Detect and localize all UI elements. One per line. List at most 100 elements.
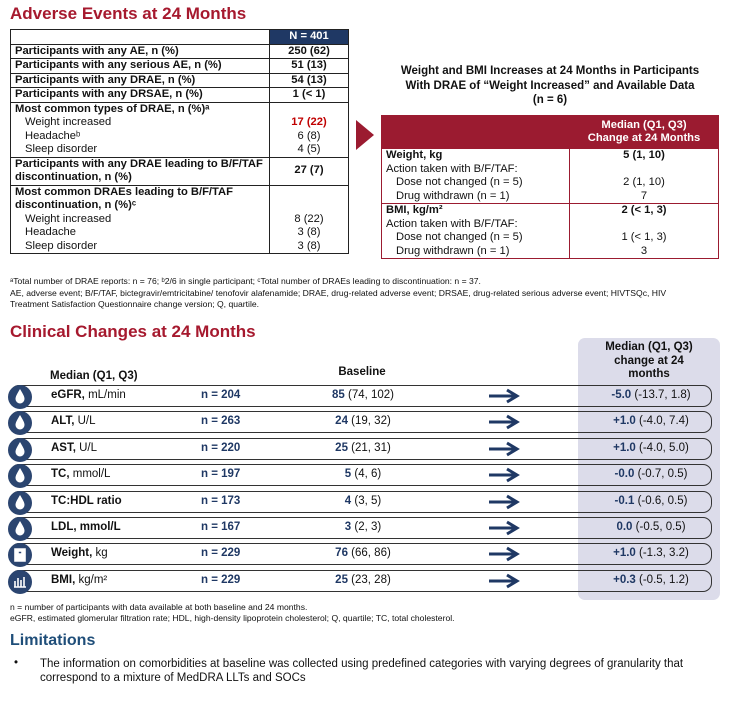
sub-label: Drug withdrawn (n = 1) (396, 189, 510, 202)
sub-value: 8 (22) (269, 212, 349, 226)
chevron-arrow (356, 120, 374, 150)
baseline-range: (21, 31) (351, 441, 391, 454)
change: -0.1 (-0.6, 0.5) (591, 495, 711, 507)
baseline: 24 (19, 32) (313, 415, 413, 427)
header-cell: Median (Q1, Q3) Change at 24 Months (569, 115, 719, 149)
row-name: TC:HDL ratio (51, 494, 122, 507)
row-n: n = 197 (201, 468, 241, 481)
sub-row: Sleep disorder 3 (8) (11, 239, 349, 254)
sub-value: 3 (8) (269, 226, 349, 240)
footnote: eGFR, estimated glomerular filtration ra… (10, 613, 455, 623)
row-n: n = 229 (201, 547, 241, 560)
sub-row: Headacheᵇ 6 (8) (11, 129, 349, 143)
arrow-shape (489, 467, 520, 483)
change-median: +1.0 (613, 415, 636, 428)
row-unit: mmol/L (72, 468, 111, 481)
row-value: 51 (13) (269, 58, 349, 73)
change-range: (-13.7, 1.8) (634, 389, 691, 401)
icon-glyph (15, 468, 25, 483)
column-header: Median (Q1, Q3) (50, 370, 138, 382)
row-unit: mL/min (88, 389, 126, 401)
arrow (489, 547, 520, 562)
row-value: 250 (62) (269, 43, 349, 59)
row-label: LDL, mmol/L (51, 521, 121, 533)
baseline: 3 (2, 3) (313, 521, 413, 533)
change-median: -0.0 (614, 468, 635, 481)
baseline-median: 25 (335, 573, 348, 586)
change-median: 0.0 (616, 521, 633, 533)
icon-glyph (15, 389, 25, 404)
icon (8, 385, 32, 409)
change-median: +1.0 (613, 441, 636, 454)
baseline-range: (3, 5) (354, 494, 382, 507)
change-median: -0.1 (614, 494, 635, 507)
change: +1.0 (-4.0, 5.0) (591, 442, 711, 454)
sub-value: 7 (569, 189, 719, 204)
row-label: Participants with any serious AE, n (%) (10, 58, 270, 73)
row-label: Participants with any DRSAE, n (%) (10, 87, 270, 102)
sub-label: Headache (25, 226, 77, 238)
baseline: 4 (3, 5) (313, 495, 413, 507)
icon (8, 411, 32, 436)
row: Participants with any serious AE, n (%) 5… (10, 58, 349, 73)
row-label: Most common DRAEs leading to B/F/TAF dis… (10, 184, 270, 213)
change: -0.0 (-0.7, 0.5) (591, 468, 711, 480)
change-range: (-1.3, 3.2) (639, 547, 689, 560)
change: 0.0 (-0.5, 0.5) (591, 521, 711, 533)
baseline: 25 (21, 31) (313, 442, 413, 454)
baseline-range: (4, 6) (354, 468, 382, 481)
row: Participants with any AE, n (%) 250 (62) (10, 43, 349, 59)
footnote: n = number of participants with data ava… (10, 602, 308, 612)
baseline-median: 5 (344, 468, 352, 481)
change-range: (-0.5, 0.5) (635, 521, 686, 533)
sub-value: 4 (5) (269, 143, 349, 157)
action-row: Action taken with B/F/TAF: (382, 217, 719, 231)
clinical-row: TC:HDL ratio n = 173 4 (3, 5) -0.1 (-0.6, 0… (10, 490, 712, 513)
sub-label: Weight increased (25, 116, 112, 128)
change-column-bg (578, 338, 720, 600)
row-label: Weight, kg (51, 547, 108, 559)
row-value (269, 184, 349, 213)
row-label: TC, mmol/L (51, 468, 110, 480)
sub-value: 2 (1, 10) (569, 176, 719, 190)
icon-bg (8, 569, 32, 594)
baseline-range: (2, 3) (354, 521, 382, 533)
row: Most common types of DRAE, n (%)ᵃ (10, 101, 349, 116)
arrow-shape (489, 441, 520, 457)
sub-label: Drug withdrawn (n = 1) (396, 244, 510, 257)
arrow-shape (489, 520, 520, 536)
icon (8, 464, 32, 489)
row-unit: kg (95, 547, 108, 560)
icon (8, 569, 32, 594)
baseline-range: (23, 28) (351, 573, 391, 586)
change-range: (-0.6, 0.5) (637, 494, 688, 507)
row-name: eGFR, (51, 389, 85, 401)
action-row: Action taken with B/F/TAF: (382, 162, 719, 176)
row-label: TC:HDL ratio (51, 495, 122, 507)
arrow (489, 388, 520, 404)
footnote: AE, adverse event; B/F/TAF, bictegravir/… (10, 288, 667, 309)
sub-row: Drug withdrawn (n = 1) 7 (382, 189, 719, 204)
row-label: ALT, U/L (51, 415, 96, 427)
baseline: 76 (66, 86) (313, 547, 413, 559)
action-label: Action taken with B/F/TAF: (386, 162, 518, 175)
change: +1.0 (-1.3, 3.2) (591, 547, 711, 559)
sub-label: Dose not changed (n = 5) (396, 231, 523, 243)
row-n: n = 204 (201, 389, 241, 401)
clinical-row: TC, mmol/L n = 197 5 (4, 6) -0.0 (-0.7, 0.5… (10, 464, 712, 487)
baseline: 85 (74, 102) (313, 389, 413, 401)
section-title: Adverse Events at 24 Months (10, 4, 247, 23)
baseline-median: 3 (344, 521, 352, 533)
sub-value: 3 (8) (269, 239, 349, 254)
row-unit: kg/m² (78, 573, 108, 586)
clinical-row: LDL, mmol/L n = 167 3 (2, 3) 0.0 (-0.5, 0.5… (10, 517, 712, 539)
sub-row: Weight increased 17 (22) (11, 116, 349, 130)
adverse-events-table: N = 401 Participants with any AE, n (%) 25… (10, 29, 349, 254)
row: Participants with any DRAE leading to B/… (10, 156, 349, 185)
baseline-median: 76 (335, 547, 348, 560)
sub-label: Sleep disorder (25, 143, 98, 155)
arrow (489, 467, 520, 483)
row-name: LDL, mmol/L (51, 521, 121, 533)
arrow (489, 494, 520, 509)
icon-glyph (14, 548, 26, 563)
